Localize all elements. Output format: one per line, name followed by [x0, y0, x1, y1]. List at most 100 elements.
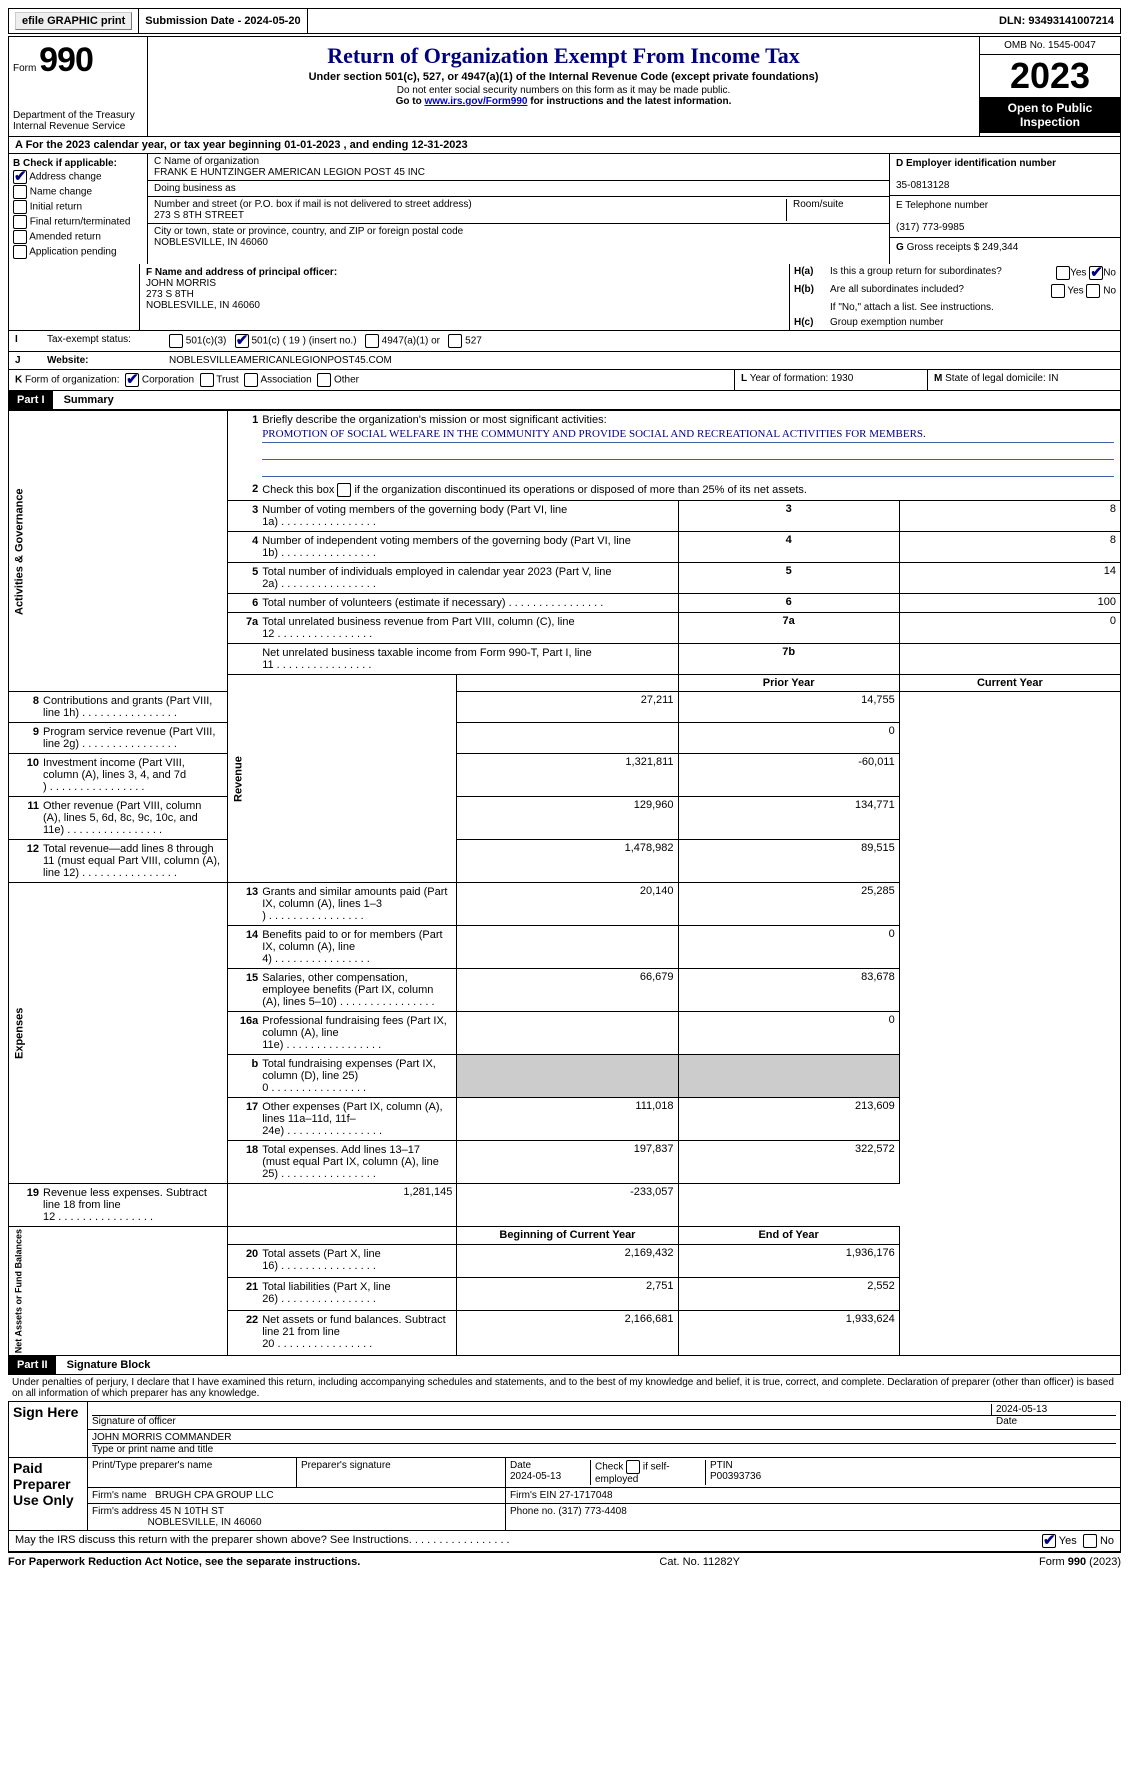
- header-left: Form 990 Department of the Treasury Inte…: [9, 37, 148, 136]
- hc-text: Group exemption number: [830, 317, 1116, 328]
- line-12-cy: 89,515: [678, 840, 899, 883]
- top-bar: efile GRAPHIC print Submission Date - 20…: [8, 8, 1121, 34]
- line-10-py: 1,321,811: [457, 754, 678, 797]
- line-15-desc: Salaries, other compensation, employee b…: [260, 971, 452, 1009]
- line-6-val: 100: [899, 594, 1120, 613]
- part1-label: Part I: [9, 391, 53, 409]
- line-21-boy: 2,751: [457, 1277, 678, 1310]
- side-netassets: Net Assets or Fund Balances: [9, 1227, 228, 1356]
- efile-print-button[interactable]: efile GRAPHIC print: [15, 12, 132, 30]
- line-19-py: 1,281,145: [228, 1184, 457, 1227]
- line-14-py: [457, 926, 678, 969]
- line-3-val: 8: [899, 501, 1120, 532]
- chk-name-change: Name change: [13, 185, 143, 199]
- eoy-hdr: End of Year: [758, 1229, 818, 1241]
- box-c-name-address: C Name of organization FRANK E HUNTZINGE…: [148, 154, 889, 264]
- signature-table: Sign Here 2024-05-13 Signature of office…: [8, 1401, 1121, 1531]
- line-13-py: 20,140: [457, 883, 678, 926]
- prep-name-label: Print/Type preparer's name: [88, 1458, 297, 1488]
- line-13-desc: Grants and similar amounts paid (Part IX…: [260, 885, 452, 923]
- line-10-desc: Investment income (Part VIII, column (A)…: [41, 756, 223, 794]
- line-9-desc: Program service revenue (Part VIII, line…: [41, 725, 223, 751]
- side-governance: Activities & Governance: [9, 411, 228, 692]
- box-f-officer: F Name and address of principal officer:…: [140, 264, 790, 330]
- line-20-eoy: 1,936,176: [678, 1245, 899, 1278]
- website-value: NOBLESVILLEAMERICANLEGIONPOST45.COM: [163, 352, 1120, 369]
- city-label: City or town, state or province, country…: [154, 226, 883, 237]
- open-to-public: Open to Public Inspection: [980, 97, 1120, 133]
- chk-application-pending: Application pending: [13, 245, 143, 259]
- tax-year: 2023: [980, 55, 1120, 97]
- line-18-desc: Total expenses. Add lines 13–17 (must eq…: [260, 1143, 452, 1181]
- paperwork-notice: For Paperwork Reduction Act Notice, see …: [8, 1556, 360, 1568]
- line-6-num: 6: [678, 594, 899, 613]
- line-19-desc: Revenue less expenses. Subtract line 18 …: [41, 1186, 223, 1224]
- line-21-desc: Total liabilities (Part X, line 26): [260, 1280, 452, 1306]
- phone-label: E Telephone number: [896, 200, 988, 211]
- line-21-eoy: 2,552: [678, 1277, 899, 1310]
- part2-label: Part II: [9, 1356, 56, 1374]
- footer: For Paperwork Reduction Act Notice, see …: [8, 1552, 1121, 1571]
- line-5-num: 5: [678, 563, 899, 594]
- officer-addr2: NOBLESVILLE, IN 46060: [146, 300, 260, 311]
- prep-sig-label: Preparer's signature: [297, 1458, 506, 1488]
- box-b-title: B Check if applicable:: [13, 158, 117, 169]
- form-subtitle: Under section 501(c), 527, or 4947(a)(1)…: [158, 71, 969, 83]
- irs-link[interactable]: www.irs.gov/Form990: [424, 96, 527, 107]
- line-4-val: 8: [899, 532, 1120, 563]
- line-3-num: 3: [678, 501, 899, 532]
- form-header: Form 990 Department of the Treasury Inte…: [8, 36, 1121, 137]
- paid-preparer-label: Paid Preparer Use Only: [9, 1458, 88, 1531]
- dba-label: Doing business as: [154, 183, 883, 194]
- line2-text: Check this box if the organization disco…: [260, 482, 1116, 498]
- form-ref: Form 990 (2023): [1039, 1556, 1121, 1568]
- firm-name: BRUGH CPA GROUP LLC: [155, 1490, 274, 1501]
- chk-address-change: Address change: [13, 170, 143, 184]
- line-7a-desc: Total unrelated business revenue from Pa…: [260, 615, 673, 641]
- part1-table: Activities & Governance 1 Briefly descri…: [8, 410, 1121, 1356]
- ein-label: D Employer identification number: [896, 158, 1056, 169]
- submission-date: Submission Date - 2024-05-20: [139, 9, 307, 33]
- boy-hdr: Beginning of Current Year: [499, 1229, 635, 1241]
- part2-title: Signature Block: [59, 1356, 159, 1374]
- efile-print-cell: efile GRAPHIC print: [9, 9, 139, 33]
- dln: DLN: 93493141007214: [993, 9, 1120, 33]
- line-9-py: [457, 723, 678, 754]
- part1-header-bar: Part I Summary: [8, 391, 1121, 410]
- row-i-tax-exempt: I Tax-exempt status: 501(c)(3) 501(c) ( …: [8, 331, 1121, 352]
- street-value: 273 S 8TH STREET: [154, 210, 780, 221]
- line-15-cy: 83,678: [678, 969, 899, 1012]
- hb-note: If "No," attach a list. See instructions…: [830, 302, 1116, 313]
- org-name-label: C Name of organization: [154, 156, 883, 167]
- ssn-note: Do not enter social security numbers on …: [158, 85, 969, 96]
- line-20-boy: 2,169,432: [457, 1245, 678, 1278]
- line-7a-num: 7a: [678, 613, 899, 644]
- form-title: Return of Organization Exempt From Incom…: [158, 43, 969, 69]
- officer-name: JOHN MORRIS: [146, 278, 216, 289]
- line-17-cy: 213,609: [678, 1098, 899, 1141]
- street-label: Number and street (or P.O. box if mail i…: [154, 199, 780, 210]
- header-right: OMB No. 1545-0047 2023 Open to Public In…: [979, 37, 1120, 136]
- line-5-val: 14: [899, 563, 1120, 594]
- line-8-desc: Contributions and grants (Part VIII, lin…: [41, 694, 223, 720]
- line-17-desc: Other expenses (Part IX, column (A), lin…: [260, 1100, 452, 1138]
- current-year-hdr: Current Year: [977, 677, 1043, 689]
- side-expenses: Expenses: [9, 883, 228, 1184]
- line-4-desc: Number of independent voting members of …: [260, 534, 673, 560]
- entity-block: B Check if applicable: Address change Na…: [8, 154, 1121, 264]
- sig-date: 2024-05-13: [991, 1404, 1116, 1415]
- line-7b-val: [899, 644, 1120, 675]
- row-fh: F Name and address of principal officer:…: [8, 264, 1121, 331]
- firm-phone: (317) 773-4408: [558, 1506, 626, 1517]
- line-16a-cy: 0: [678, 1012, 899, 1055]
- hb-text: Are all subordinates included?: [830, 284, 1006, 298]
- firm-addr2: NOBLESVILLE, IN 46060: [148, 1517, 262, 1528]
- form-number: 990: [39, 41, 93, 79]
- chk-amended-return: Amended return: [13, 230, 143, 244]
- discuss-row: May the IRS discuss this return with the…: [8, 1531, 1121, 1552]
- line-18-cy: 322,572: [678, 1141, 899, 1184]
- cat-no: Cat. No. 11282Y: [659, 1556, 740, 1568]
- firm-ein: 27-1717048: [559, 1490, 612, 1501]
- line-11-desc: Other revenue (Part VIII, column (A), li…: [41, 799, 223, 837]
- line-11-py: 129,960: [457, 797, 678, 840]
